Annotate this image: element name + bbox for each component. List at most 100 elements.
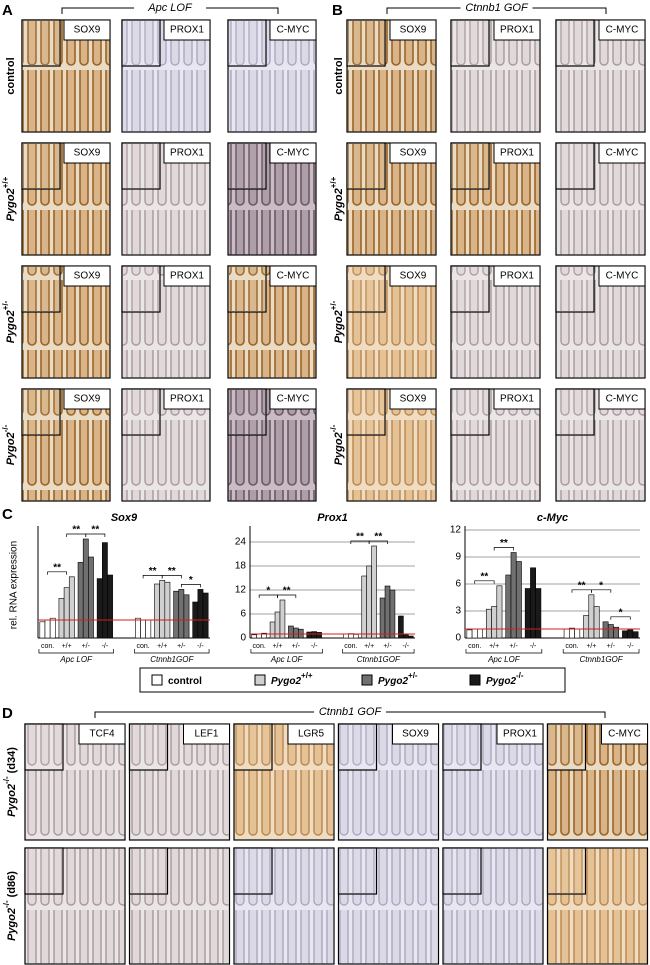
bar: [306, 631, 312, 639]
bar: [251, 634, 257, 639]
bar: [398, 615, 404, 639]
bar: [77, 562, 84, 639]
bar: [88, 556, 94, 639]
legend-swatch: [151, 674, 163, 686]
category-label: +/+: [364, 643, 374, 650]
group-bracket: [250, 649, 323, 654]
row-label-sup: -/-: [329, 424, 338, 432]
row-label: Pygo2-/-: [329, 424, 345, 465]
category-label: -/-: [530, 643, 537, 650]
group-label: Apc LOF: [59, 655, 93, 664]
bar: [63, 587, 70, 639]
bar: [256, 633, 262, 639]
panel-header: Apc LOF: [147, 2, 193, 14]
stain-label: PROX1: [170, 394, 204, 405]
bar: [343, 633, 349, 639]
bar: [288, 625, 294, 639]
stain-label-bg: [269, 388, 317, 410]
category-label: -/-: [197, 643, 204, 650]
inset-texture: [123, 144, 159, 188]
bar: [279, 599, 286, 639]
inset-texture: [339, 849, 376, 893]
bar: [183, 594, 190, 639]
group-bracket: [465, 649, 543, 654]
category-label: con.: [136, 643, 149, 650]
y-axis-label: rel. RNA expression: [9, 541, 20, 629]
category-label: con.: [468, 643, 481, 650]
legend-name: Pygo2: [486, 676, 516, 687]
group-bracket: [342, 649, 415, 654]
legend-name: Pygo2: [271, 676, 301, 687]
inset-texture: [548, 849, 585, 893]
bar: [353, 634, 359, 639]
header-bg: [460, 1, 533, 15]
bar: [485, 608, 492, 639]
stain-label: SOX9: [400, 394, 427, 405]
legend-label: Pygo2+/-: [378, 671, 418, 687]
bar: [107, 574, 113, 639]
panel-header: Ctnnb1 GOF: [465, 2, 529, 14]
bar: [159, 580, 166, 639]
stain-label: PROX1: [170, 271, 204, 282]
sig-label: *: [619, 607, 623, 618]
stain-label: SOX9: [74, 25, 101, 36]
sig-bracket: [610, 616, 631, 620]
sig-bracket: [474, 580, 495, 584]
stain-label-bg: [598, 142, 646, 164]
bar: [49, 617, 56, 639]
stain-label: PROX1: [503, 729, 537, 740]
bar: [68, 576, 75, 639]
stain-label-bg: [493, 388, 541, 410]
inset-texture: [557, 390, 593, 434]
bar: [164, 581, 171, 639]
inset-texture: [130, 849, 167, 893]
stain-label-bg: [63, 265, 111, 287]
legend-sup: +/-: [408, 671, 418, 680]
stain-label-bg: [78, 723, 126, 745]
y-tick-label: 6: [455, 579, 461, 590]
row-label-name: Pygo2: [6, 908, 18, 941]
y-tick-label: 6: [240, 609, 246, 620]
inset-texture: [557, 267, 593, 311]
group-label: Apc LOF: [487, 655, 521, 664]
bar: [202, 592, 209, 639]
bar: [178, 589, 185, 639]
bar: [261, 632, 267, 639]
row-label-name: control: [333, 57, 345, 94]
inset-texture: [235, 725, 271, 769]
stain-label-bg: [269, 142, 317, 164]
row-label-sup: +/-: [329, 300, 338, 310]
panel-label: D: [2, 705, 13, 722]
sig-label: **: [500, 538, 508, 549]
bar: [515, 561, 522, 639]
group-label: Apc LOF: [270, 655, 304, 664]
category-label: +/-: [292, 643, 301, 650]
row-label: Pygo2+/-: [329, 300, 345, 343]
sig-bracket: [47, 571, 68, 575]
row-label: Pygo2-/- (d86): [2, 871, 18, 941]
sig-label: **: [578, 580, 586, 591]
bar: [366, 565, 372, 639]
bar: [477, 628, 483, 639]
sig-bracket: [85, 533, 106, 537]
bar: [145, 619, 152, 639]
bar: [530, 567, 536, 639]
category-label: +/+: [489, 643, 499, 650]
row-label: control: [333, 57, 345, 94]
legend-label: control: [168, 676, 202, 687]
category-label: +/-: [82, 643, 91, 650]
stain-label: SOX9: [400, 25, 427, 36]
inset-texture: [123, 21, 159, 65]
stain-label: SOX9: [74, 394, 101, 405]
inset-texture: [130, 725, 167, 769]
stain-label: C-MYC: [606, 271, 639, 282]
row-label-sup: -/-: [1, 424, 10, 432]
inset-texture: [557, 144, 593, 188]
bar: [384, 585, 391, 639]
bar: [403, 633, 409, 639]
stain-label-bg: [389, 265, 437, 287]
sig-bracket: [368, 540, 388, 544]
bar: [563, 628, 570, 639]
inset-texture: [444, 725, 480, 769]
stain-label-bg: [493, 19, 541, 41]
